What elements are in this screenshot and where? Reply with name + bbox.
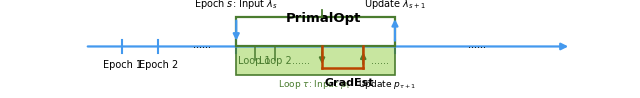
Bar bbox=[236, 17, 395, 46]
Text: ......: ...... bbox=[468, 40, 486, 50]
Text: ......: ...... bbox=[371, 56, 389, 66]
Text: Update $\lambda_{s+1}$: Update $\lambda_{s+1}$ bbox=[364, 0, 426, 11]
Text: ......: ...... bbox=[292, 56, 310, 66]
Text: Epoch 2: Epoch 2 bbox=[139, 60, 178, 70]
Text: ......: ...... bbox=[193, 40, 211, 50]
Text: Epoch 1: Epoch 1 bbox=[102, 60, 141, 70]
Text: Loop 1: Loop 1 bbox=[238, 56, 271, 66]
Text: Loop $\tau$: Input $p_\tau$: Loop $\tau$: Input $p_\tau$ bbox=[278, 78, 351, 91]
Text: Epoch $s$: Input $\lambda_s$: Epoch $s$: Input $\lambda_s$ bbox=[195, 0, 278, 11]
Text: GradEst: GradEst bbox=[324, 78, 374, 88]
Bar bbox=[236, 46, 395, 75]
Text: Update $p_{\tau+1}$: Update $p_{\tau+1}$ bbox=[358, 78, 416, 91]
Text: Loop 2: Loop 2 bbox=[259, 56, 291, 66]
Text: PrimalOpt: PrimalOpt bbox=[285, 12, 361, 25]
Bar bbox=[236, 46, 395, 75]
